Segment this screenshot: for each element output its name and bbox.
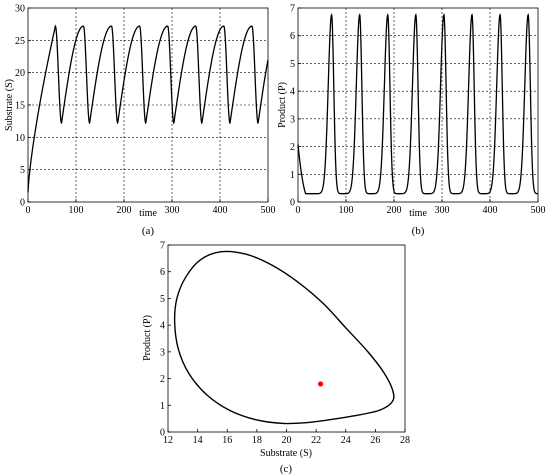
panel-b-ytick-label: 7 (290, 4, 295, 15)
panel-b-ytick-label: 4 (290, 87, 295, 98)
panel-c-xtick-label: 28 (400, 435, 410, 446)
panel-a-xlabel: time (139, 208, 157, 219)
panel-c-xtick-label: 12 (163, 435, 173, 446)
panel-b-ytick-label: 6 (290, 31, 295, 42)
panel-a-xtick-label: 300 (165, 205, 180, 216)
panel-b-xtick-label: 200 (387, 205, 402, 216)
panel-a-xtick-label: 100 (69, 205, 84, 216)
panel-b-ytick-label: 0 (290, 198, 295, 209)
panel-c-xlabel: Substrate (S) (260, 448, 312, 459)
panel-c-ytick-label: 2 (160, 374, 165, 385)
panel-b-ytick-label: 5 (290, 59, 295, 70)
panel-a-xtick-label: 200 (117, 205, 132, 216)
panel-b-ylabel: Product (P) (277, 82, 288, 128)
panel-b-product-line (297, 13, 538, 195)
panel-c-xtick-label: 24 (341, 435, 351, 446)
panel-c-xtick-label: 26 (370, 435, 380, 446)
panel-c-xtick-label: 14 (193, 435, 203, 446)
panel-a-xtick-label: 0 (26, 205, 31, 216)
panel-c-ytick-label: 1 (160, 401, 165, 412)
panel-b-label: (b) (412, 225, 425, 237)
panel-a-ytick-label: 30 (15, 4, 25, 15)
panel-a-xtick-label: 400 (213, 205, 228, 216)
panel-b-xtick-label: 400 (483, 205, 498, 216)
panel-c-xtick-label: 20 (282, 435, 292, 446)
panel-a-substrate-line (27, 24, 269, 193)
panel-c-ytick-label: 3 (160, 347, 165, 358)
panel-c-ytick-label: 6 (160, 267, 165, 278)
panel-b: 0 100 200 300 400 500 0 1 2 3 4 5 6 7 time Product (P… (277, 4, 546, 238)
panel-a-ytick-label: 0 (20, 198, 25, 209)
panel-c-ytick-label: 7 (160, 241, 165, 252)
panel-a-ylabel: Substrate (S) (4, 79, 15, 131)
panel-b-xlabel: time (409, 208, 427, 219)
panel-a-ytick-label: 20 (15, 68, 25, 79)
panel-a-xtick-label: 500 (261, 205, 276, 216)
panel-b-xtick-label: 500 (531, 205, 546, 216)
panel-c-plot-area (167, 244, 406, 433)
panel-b-ticks: 0 100 200 300 400 500 0 1 2 3 4 5 6 7 (290, 4, 546, 217)
panel-c-limit-cycle (173, 250, 395, 425)
panel-a-label: (a) (142, 225, 155, 237)
panel-a-ytick-label: 25 (15, 36, 25, 47)
panel-c-ytick-label: 0 (160, 428, 165, 439)
panel-b-ytick-label: 2 (290, 142, 295, 153)
panel-a-ytick-label: 15 (15, 101, 25, 112)
panel-b-ytick-label: 1 (290, 170, 295, 181)
panel-b-xtick-label: 100 (339, 205, 354, 216)
panel-c-xtick-label: 16 (222, 435, 232, 446)
panel-b-xtick-label: 0 (296, 205, 301, 216)
panel-c-ytick-label: 5 (160, 294, 165, 305)
panel-c-ylabel: Product (P) (142, 315, 153, 361)
panel-c-label: (c) (280, 463, 293, 475)
panel-c-ytick-label: 4 (160, 321, 165, 332)
panel-a: 0 100 200 300 400 500 0 5 10 15 20 25 30 time Substr… (4, 4, 276, 238)
panel-a-ytick-label: 5 (20, 165, 25, 176)
panel-a-ticks: 0 100 200 300 400 500 0 5 10 15 20 25 30 (15, 4, 276, 217)
panel-c-equilibrium-point (317, 381, 324, 387)
panel-c-xtick-label: 22 (311, 435, 321, 446)
panel-b-ytick-label: 3 (290, 114, 295, 125)
panel-a-ytick-label: 10 (15, 133, 25, 144)
panel-c-xtick-label: 18 (252, 435, 262, 446)
panel-b-xtick-label: 300 (435, 205, 450, 216)
